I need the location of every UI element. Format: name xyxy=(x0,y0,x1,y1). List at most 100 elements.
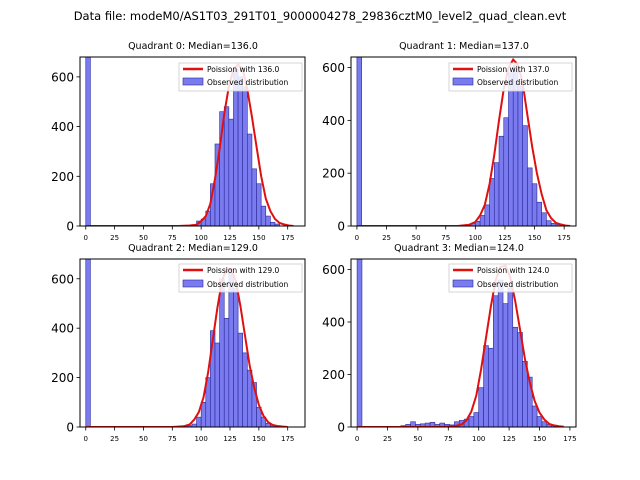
histogram-bar xyxy=(468,416,475,427)
y-tick-label: 0 xyxy=(66,421,74,435)
plot-area xyxy=(85,57,294,226)
legend-bar-swatch xyxy=(182,279,204,288)
y-tick-label: 600 xyxy=(322,61,345,75)
x-tick-label: 0 xyxy=(355,435,359,443)
histogram-bar xyxy=(527,376,533,427)
histogram-bar xyxy=(546,220,552,226)
histogram-bar xyxy=(508,72,514,226)
legend-poisson-label: Poission with 137.0 xyxy=(477,65,550,74)
histogram-bar xyxy=(242,86,248,226)
histogram-bar xyxy=(247,133,253,226)
x-tick-label: 50 xyxy=(412,234,421,242)
histogram-bar xyxy=(492,295,499,427)
histogram-bar xyxy=(237,332,243,427)
x-tick-label: 100 xyxy=(469,234,482,242)
histogram-bar xyxy=(223,106,230,226)
y-tick-label: 600 xyxy=(51,70,74,84)
x-tick-label: 75 xyxy=(444,435,453,443)
y-tick-label: 400 xyxy=(322,114,345,128)
legend-poisson-label: Poission with 124.0 xyxy=(477,266,550,275)
legend-frame xyxy=(448,263,573,293)
x-tick-label: 100 xyxy=(472,435,485,443)
histogram-bar xyxy=(541,212,547,226)
x-tick-label: 25 xyxy=(110,435,119,443)
histogram-bar xyxy=(233,69,239,226)
axes-frame xyxy=(350,56,577,227)
histogram-bar xyxy=(483,345,489,427)
histogram-bar xyxy=(512,326,518,427)
quadrant-2-panel: Quadrant 2: Median=129.0 0 25 50 75 100 125 15… xyxy=(51,243,306,443)
x-tick-label: 125 xyxy=(502,435,515,443)
x-tick-label: 125 xyxy=(498,234,511,242)
histogram-bar xyxy=(484,204,490,226)
quadrant-3-legend: Poission with 124.0 Observed distributio… xyxy=(448,263,573,293)
histogram-bar xyxy=(251,382,257,427)
legend-observed-label: Observed distribution xyxy=(207,280,288,289)
histogram-bar xyxy=(517,332,523,427)
histogram-bar xyxy=(497,279,504,427)
histogram-bar xyxy=(541,421,548,427)
legend-bar-swatch xyxy=(452,279,474,288)
histogram-bar xyxy=(517,85,524,226)
x-tick-label: 75 xyxy=(441,234,450,242)
histogram-bar xyxy=(507,287,514,427)
y-tick-label: 0 xyxy=(337,220,345,234)
x-tick-label: 0 xyxy=(355,234,359,242)
legend-observed-label: Observed distribution xyxy=(477,280,558,289)
legend-poisson-label: Poission with 129.0 xyxy=(207,266,280,275)
y-tick-label: 600 xyxy=(51,272,74,286)
quadrant-3-title: Quadrant 3: Median=124.0 xyxy=(394,243,524,254)
x-tick-label: 75 xyxy=(168,234,177,242)
histogram-bar xyxy=(479,215,486,226)
y-tick-label: 200 xyxy=(51,170,74,184)
histogram-bar xyxy=(489,178,495,226)
histogram-bar xyxy=(522,125,528,226)
legend-frame xyxy=(178,62,303,92)
histogram-bar xyxy=(85,259,91,427)
axes-frame xyxy=(79,56,306,227)
x-tick-label: 175 xyxy=(563,435,576,443)
y-tick-label: 200 xyxy=(322,368,345,382)
x-tick-label: 175 xyxy=(557,234,570,242)
x-tick-label: 150 xyxy=(533,435,546,443)
histogram-bar xyxy=(493,162,500,226)
legend-bar-swatch xyxy=(452,77,474,86)
poisson-curve xyxy=(85,267,288,427)
quadrant-1-legend: Poission with 137.0 Observed distributio… xyxy=(448,62,573,92)
plot-area xyxy=(356,259,564,427)
x-tick-label: 25 xyxy=(383,435,392,443)
x-tick-label: 50 xyxy=(139,234,148,242)
plot-area xyxy=(85,259,288,427)
x-tick-label: 125 xyxy=(223,234,236,242)
x-tick-label: 150 xyxy=(252,435,265,443)
histogram-bar xyxy=(219,278,225,427)
histogram-bar xyxy=(200,401,207,427)
y-tick-label: 200 xyxy=(322,167,345,181)
x-tick-label: 175 xyxy=(281,234,294,242)
histogram-bar xyxy=(503,117,509,226)
histogram-bar xyxy=(242,352,248,427)
y-tick-label: 600 xyxy=(322,263,345,277)
x-tick-label: 0 xyxy=(84,234,88,242)
y-tick-label: 0 xyxy=(337,421,345,435)
y-tick-label: 400 xyxy=(322,316,345,330)
quadrant-2-title: Quadrant 2: Median=129.0 xyxy=(128,243,258,254)
x-tick-label: 0 xyxy=(84,435,88,443)
histogram-bar xyxy=(233,288,239,427)
histogram-bar xyxy=(237,76,243,226)
histogram-bar xyxy=(214,342,220,427)
histogram-bar xyxy=(488,347,494,427)
x-tick-label: 50 xyxy=(139,435,148,443)
histogram-bar xyxy=(265,215,271,226)
quadrant-1-title: Quadrant 1: Median=137.0 xyxy=(399,41,529,52)
plot-area xyxy=(356,57,571,226)
histogram-bar xyxy=(260,205,267,226)
x-tick-label: 175 xyxy=(281,435,294,443)
x-tick-label: 25 xyxy=(110,234,119,242)
quadrant-2-legend: Poission with 129.0 Observed distributio… xyxy=(178,263,303,293)
histogram-bar xyxy=(531,405,538,427)
y-tick-label: 0 xyxy=(66,220,74,234)
y-tick-label: 200 xyxy=(51,371,74,385)
quadrant-0-title: Quadrant 0: Median=136.0 xyxy=(128,41,258,52)
